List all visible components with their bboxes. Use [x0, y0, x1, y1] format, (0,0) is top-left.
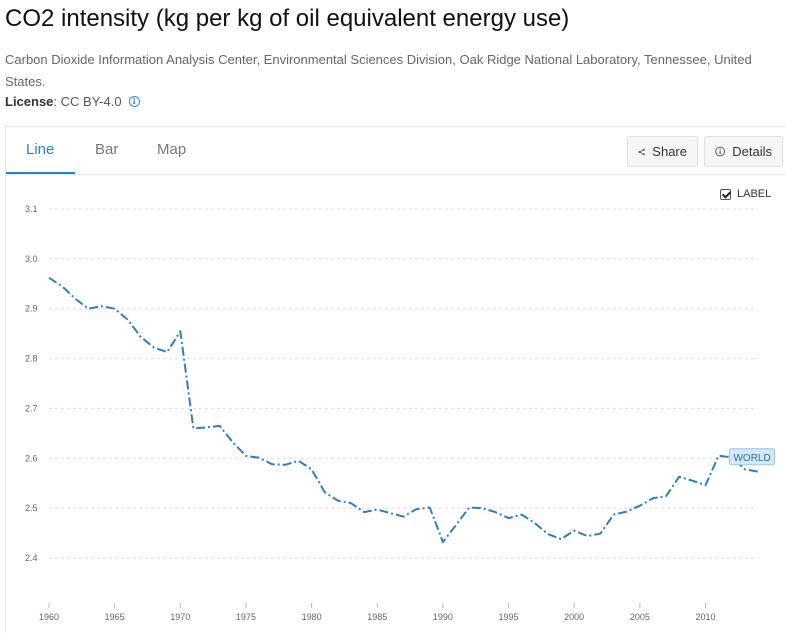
- x-tick-label: 1965: [105, 612, 125, 622]
- label-checkbox[interactable]: [720, 188, 731, 200]
- y-tick-label: 2.5: [25, 503, 38, 513]
- info-circle-icon[interactable]: i: [128, 96, 140, 107]
- series-line-world: [48, 276, 759, 543]
- tab-bar[interactable]: Bar: [95, 141, 119, 158]
- x-tick-label: 2000: [564, 612, 584, 622]
- details-label: Details: [732, 144, 772, 159]
- series-label-box: [729, 448, 776, 466]
- y-tick-label: 2.9: [25, 304, 38, 314]
- x-tick-label: 2005: [630, 612, 650, 622]
- y-tick-label: 3.1: [25, 204, 38, 214]
- x-tick-label: 1980: [302, 612, 322, 622]
- label-toggle-text: LABEL: [737, 188, 772, 200]
- details-button[interactable]: Details: [704, 136, 783, 167]
- y-tick-label: 2.4: [25, 553, 38, 563]
- y-tick-label: 2.6: [25, 453, 38, 463]
- tab-map[interactable]: Map: [157, 141, 187, 158]
- x-tick-label: 1995: [499, 612, 519, 622]
- x-tick-label: 1990: [433, 612, 453, 622]
- x-tick-label: 1975: [236, 612, 256, 622]
- license-value: : CC BY-4.0: [53, 94, 122, 109]
- page-title: CO2 intensity (kg per kg of oil equivale…: [5, 5, 570, 32]
- x-tick-label: 2010: [695, 612, 715, 622]
- series-label-world: WORLD: [733, 453, 770, 464]
- y-tick-label: 2.8: [25, 354, 38, 364]
- y-tick-label: 3.0: [25, 254, 38, 264]
- chart-type-tabs: Line Bar Map Share Details: [6, 127, 786, 175]
- tab-line[interactable]: Line: [26, 141, 55, 158]
- source-text: Carbon Dioxide Information Analysis Cent…: [5, 52, 752, 89]
- share-label: Share: [652, 144, 687, 159]
- active-tab-indicator: [6, 172, 75, 174]
- label-toggle[interactable]: LABEL: [720, 188, 771, 200]
- license-line: License : CC BY-4.0 i: [5, 94, 140, 109]
- y-tick-label: 2.7: [25, 403, 38, 413]
- share-icon: [638, 148, 645, 155]
- license-label: License: [5, 94, 54, 109]
- chart-panel: Line Bar Map Share Details: [5, 126, 786, 633]
- info-circle-icon: [715, 146, 725, 157]
- share-button[interactable]: Share: [627, 136, 698, 167]
- x-tick-label: 1960: [39, 612, 59, 622]
- x-tick-label: 1970: [170, 612, 190, 622]
- x-tick-label: 1985: [367, 612, 387, 622]
